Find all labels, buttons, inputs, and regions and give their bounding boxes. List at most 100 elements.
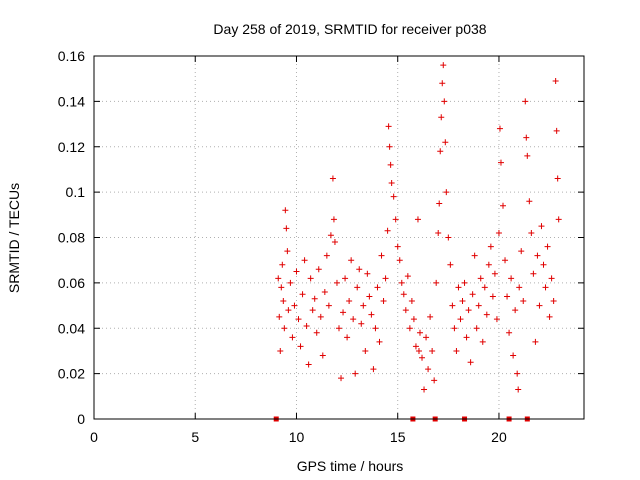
data-point	[479, 338, 486, 345]
data-point	[276, 313, 283, 320]
data-point	[433, 279, 440, 286]
data-point	[438, 114, 445, 121]
data-point	[313, 329, 320, 336]
data-point	[382, 275, 389, 282]
data-point	[489, 293, 496, 300]
data-point	[530, 270, 537, 277]
x-tick-label: 5	[191, 429, 199, 445]
data-point	[440, 62, 447, 69]
data-point	[465, 307, 472, 314]
data-point	[534, 252, 541, 259]
data-point	[280, 298, 287, 305]
data-point	[289, 334, 296, 341]
data-point	[287, 279, 294, 286]
data-point	[449, 302, 456, 309]
data-point	[281, 325, 288, 332]
y-tick-label: 0.14	[58, 93, 85, 109]
data-point	[540, 261, 547, 268]
data-point	[392, 216, 399, 223]
data-point	[520, 298, 527, 305]
data-point	[360, 302, 367, 309]
data-point	[301, 257, 308, 264]
data-point	[518, 248, 525, 255]
data-point	[275, 275, 282, 282]
data-point	[554, 175, 561, 182]
chart-title: Day 258 of 2019, SRMTID for receiver p03…	[213, 21, 486, 37]
data-point	[439, 80, 446, 87]
data-point	[291, 302, 298, 309]
data-point	[516, 284, 523, 291]
data-point	[325, 302, 332, 309]
data-point	[502, 257, 509, 264]
data-point	[461, 279, 468, 286]
x-tick-label: 0	[90, 429, 98, 445]
data-point	[412, 343, 419, 350]
data-point	[421, 386, 428, 393]
data-point	[491, 270, 498, 277]
data-point	[497, 159, 504, 166]
data-point	[372, 325, 379, 332]
data-point	[376, 338, 383, 345]
data-point	[402, 307, 409, 314]
data-point	[441, 98, 448, 105]
y-tick-label: 0.12	[58, 139, 85, 155]
data-point	[385, 123, 392, 130]
data-point	[416, 329, 423, 336]
data-point	[493, 316, 500, 323]
data-point	[526, 198, 533, 205]
data-point	[483, 311, 490, 318]
data-point	[451, 325, 458, 332]
x-axis-ticks: 0 5 10 15 20	[90, 56, 507, 445]
data-point	[485, 261, 492, 268]
data-point	[323, 252, 330, 259]
plot-frame	[93, 55, 585, 420]
data-point	[329, 175, 336, 182]
data-point	[552, 77, 559, 84]
data-point	[404, 273, 411, 280]
data-point	[429, 347, 436, 354]
y-axis-label: SRMTID / TECUs	[6, 183, 22, 293]
data-point	[398, 279, 405, 286]
data-point	[297, 343, 304, 350]
data-point	[374, 284, 381, 291]
data-point	[431, 377, 438, 384]
data-point	[390, 193, 397, 200]
data-point	[317, 313, 324, 320]
data-point	[282, 207, 289, 214]
data-point	[330, 216, 337, 223]
data-point	[463, 334, 470, 341]
data-point	[295, 316, 302, 323]
data-point	[307, 275, 314, 282]
data-point	[515, 386, 522, 393]
data-point	[496, 125, 503, 132]
data-point	[321, 288, 328, 295]
grid-lines	[94, 56, 584, 419]
data-point	[419, 354, 426, 361]
data-point	[553, 127, 560, 134]
data-point	[305, 361, 312, 368]
data-point	[358, 320, 365, 327]
data-point	[309, 307, 316, 314]
data-point	[354, 284, 361, 291]
data-point	[311, 295, 318, 302]
data-point	[481, 284, 488, 291]
data-point	[532, 338, 539, 345]
data-point	[528, 229, 535, 236]
data-point	[380, 298, 387, 305]
data-point	[378, 252, 385, 259]
data-point	[467, 359, 474, 366]
data-point	[408, 298, 415, 305]
data-point	[457, 316, 464, 323]
data-point	[346, 298, 353, 305]
data-point	[548, 275, 555, 282]
data-point	[504, 293, 511, 300]
data-point	[522, 98, 529, 105]
data-point	[475, 302, 482, 309]
data-point	[555, 216, 562, 223]
data-point	[437, 148, 444, 155]
data-point	[303, 322, 310, 329]
data-point	[536, 302, 543, 309]
data-point	[384, 227, 391, 234]
data-point	[455, 284, 462, 291]
